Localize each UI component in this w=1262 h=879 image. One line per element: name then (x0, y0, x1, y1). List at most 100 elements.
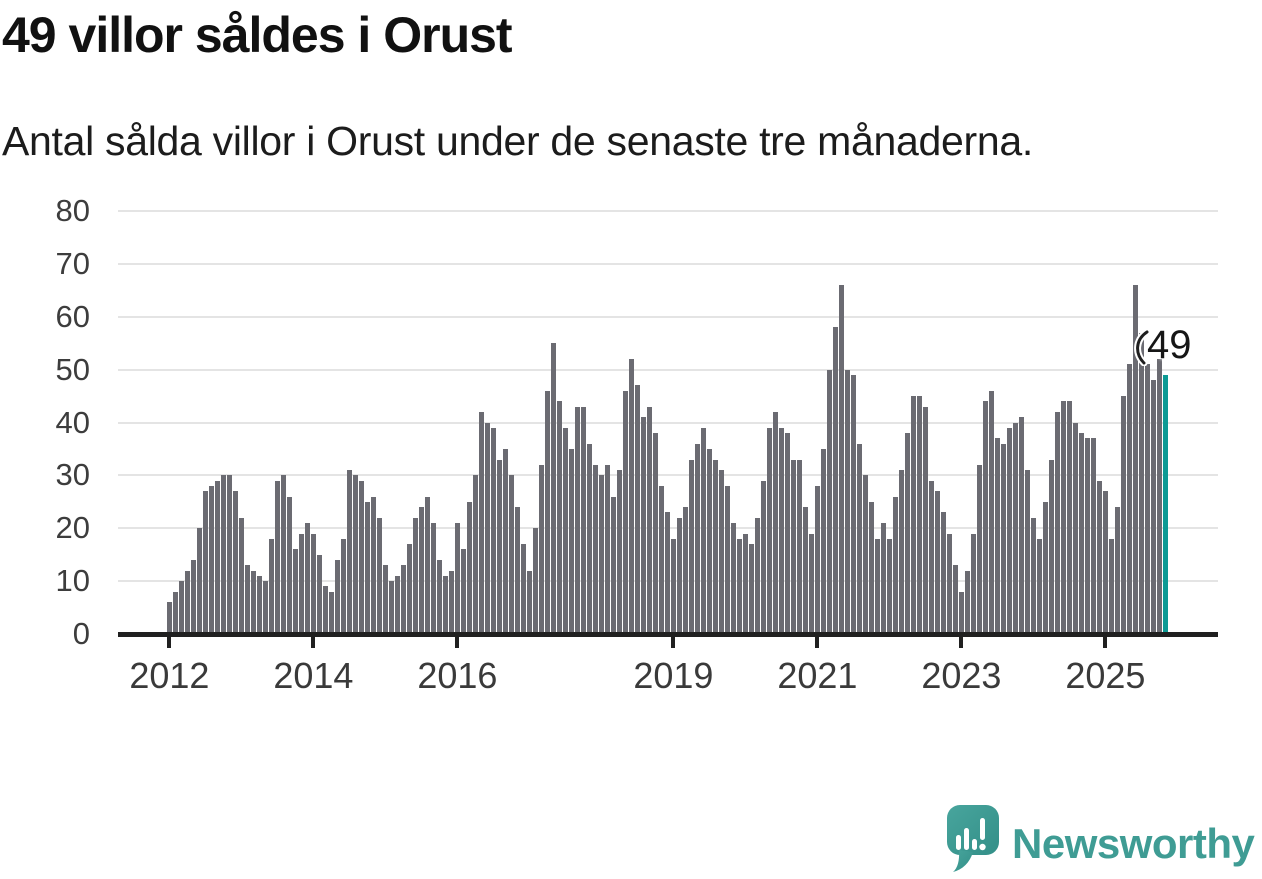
bar (479, 411, 484, 634)
bar (689, 459, 694, 634)
y-axis-label: 80 (55, 193, 90, 228)
bar (1037, 538, 1042, 634)
bar (1067, 401, 1072, 634)
bar (251, 570, 256, 634)
bar (245, 565, 250, 634)
bar (851, 374, 856, 634)
bar (1103, 491, 1108, 634)
x-axis-tick (671, 637, 676, 648)
bar (1157, 359, 1162, 634)
bar (767, 427, 772, 634)
x-axis-tick (167, 637, 172, 648)
x-axis-tick (815, 637, 820, 648)
bar (875, 538, 880, 634)
x-axis-tick (1103, 637, 1108, 648)
bar (1115, 507, 1120, 634)
bar (785, 433, 790, 634)
bar (557, 401, 562, 634)
bar (1151, 380, 1156, 634)
bar (407, 544, 412, 634)
bar (593, 464, 598, 634)
bar (641, 417, 646, 634)
bar (827, 369, 832, 634)
bar (989, 390, 994, 634)
bar (773, 411, 778, 634)
bar (893, 496, 898, 634)
y-axis-label: 50 (55, 351, 90, 387)
y-axis-label: 10 (55, 563, 90, 599)
bar (929, 480, 934, 634)
bar (623, 390, 628, 634)
bar (491, 427, 496, 634)
gridline (118, 210, 1218, 212)
bar (569, 448, 574, 634)
bar (179, 581, 184, 634)
bar (815, 485, 820, 634)
bar (881, 522, 886, 634)
bar (713, 459, 718, 634)
bar (1043, 501, 1048, 634)
y-axis-label: 40 (55, 404, 90, 440)
chart-subtitle: Antal sålda villor i Orust under de sena… (2, 118, 1033, 164)
bar (923, 406, 928, 634)
bar (191, 559, 196, 634)
bar (1145, 364, 1150, 634)
bar (167, 602, 172, 634)
bar (1109, 538, 1114, 634)
bar (731, 522, 736, 634)
x-axis-line (118, 632, 1218, 637)
bar (185, 570, 190, 634)
bar (239, 517, 244, 634)
annotation-leader-icon (1134, 330, 1151, 366)
bar (959, 591, 964, 634)
bar (1025, 470, 1030, 634)
bar (1001, 443, 1006, 634)
bar (221, 475, 226, 634)
bar (683, 507, 688, 634)
bar (869, 501, 874, 634)
bar (905, 433, 910, 634)
bar (425, 496, 430, 634)
gridline (118, 315, 1218, 318)
bar (617, 470, 622, 634)
bar (677, 517, 682, 634)
bar (449, 570, 454, 634)
bar (647, 406, 652, 634)
bar (749, 544, 754, 634)
bar (659, 485, 664, 634)
bar (281, 475, 286, 634)
bar (587, 443, 592, 634)
y-axis-label: 0 (72, 616, 90, 651)
bar (917, 396, 922, 634)
bar (671, 538, 676, 634)
bar (461, 549, 466, 634)
bar (797, 459, 802, 634)
x-axis-tick (311, 637, 316, 648)
bar (1073, 422, 1078, 634)
last-value-label: 49 (1147, 323, 1192, 367)
bar (983, 401, 988, 634)
bar (437, 559, 442, 634)
bar (353, 475, 358, 634)
bar (293, 549, 298, 634)
bar (1133, 285, 1138, 634)
bar (497, 459, 502, 634)
bar (515, 507, 520, 634)
bar (263, 581, 268, 634)
bar (839, 285, 844, 634)
bar (203, 491, 208, 634)
bar (341, 538, 346, 634)
bar (197, 528, 202, 634)
bar (629, 359, 634, 634)
bar (761, 480, 766, 634)
bar (383, 565, 388, 634)
bar (1061, 401, 1066, 634)
bar (821, 448, 826, 634)
y-axis-label: 30 (55, 457, 90, 493)
bar (941, 512, 946, 634)
bar (653, 433, 658, 634)
bar (329, 591, 334, 634)
bar (611, 496, 616, 634)
bar (755, 517, 760, 634)
newsworthy-logo-icon (947, 805, 999, 872)
